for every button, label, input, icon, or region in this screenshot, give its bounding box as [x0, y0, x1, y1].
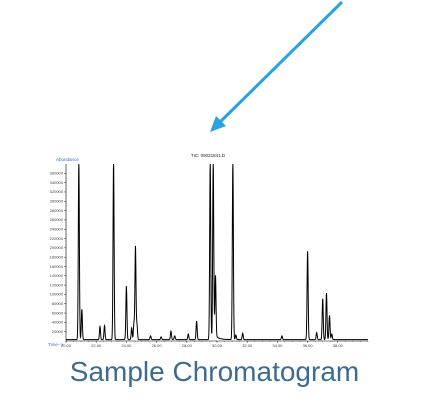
arrow-shaft [214, 0, 344, 128]
y-ticks: 20000 40000 60000 80000 100000 120000 140000 16… [50, 171, 66, 334]
y-tick-label: 140000 [50, 273, 64, 278]
x-tick-label: 28.00 [182, 343, 193, 348]
y-tick-label: 220000 [50, 236, 64, 241]
x-axis-label: Time--> [48, 342, 64, 347]
y-tick-label: 180000 [50, 254, 64, 259]
y-tick-label: 100000 [50, 292, 64, 297]
y-tick-label: 20000 [52, 329, 64, 334]
caption: Sample Chromatogram [69, 356, 360, 387]
y-tick-label: 280000 [50, 208, 64, 213]
y-tick-label: 260000 [50, 217, 64, 222]
y-tick-label: 120000 [50, 282, 64, 287]
y-axis-label: Abundance [56, 157, 79, 162]
x-tick-label: 20.00 [61, 343, 72, 348]
x-tick-label: 36.00 [303, 343, 314, 348]
tic-trace [66, 163, 368, 341]
x-tick-label: 30.00 [212, 343, 223, 348]
y-tick-label: 80000 [52, 301, 64, 306]
y-tick-label: 300000 [50, 199, 64, 204]
x-tick-label: 34.00 [272, 343, 283, 348]
y-tick-label: 160000 [50, 264, 64, 269]
y-tick-label: 60000 [52, 310, 64, 315]
y-tick-label: 40000 [52, 320, 64, 325]
x-tick-label: 38.00 [333, 343, 344, 348]
y-tick-label: 240000 [50, 227, 64, 232]
y-tick-label: 360000 [50, 171, 64, 176]
axes [65, 164, 368, 342]
x-tick-label: 32.00 [242, 343, 253, 348]
x-tick-label: 22.00 [91, 343, 102, 348]
x-tick-label: 24.00 [121, 343, 132, 348]
y-tick-label: 200000 [50, 245, 64, 250]
x-ticks: 20.00 22.00 24.00 26.00 28.00 30.00 32.00 34.00… [61, 341, 369, 348]
arrowhead-icon [210, 116, 226, 132]
y-tick-label: 340000 [50, 180, 64, 185]
chart-title: TIC: 09021841.D [191, 153, 226, 158]
x-tick-label: 26.00 [152, 343, 163, 348]
y-tick-label: 320000 [50, 189, 64, 194]
